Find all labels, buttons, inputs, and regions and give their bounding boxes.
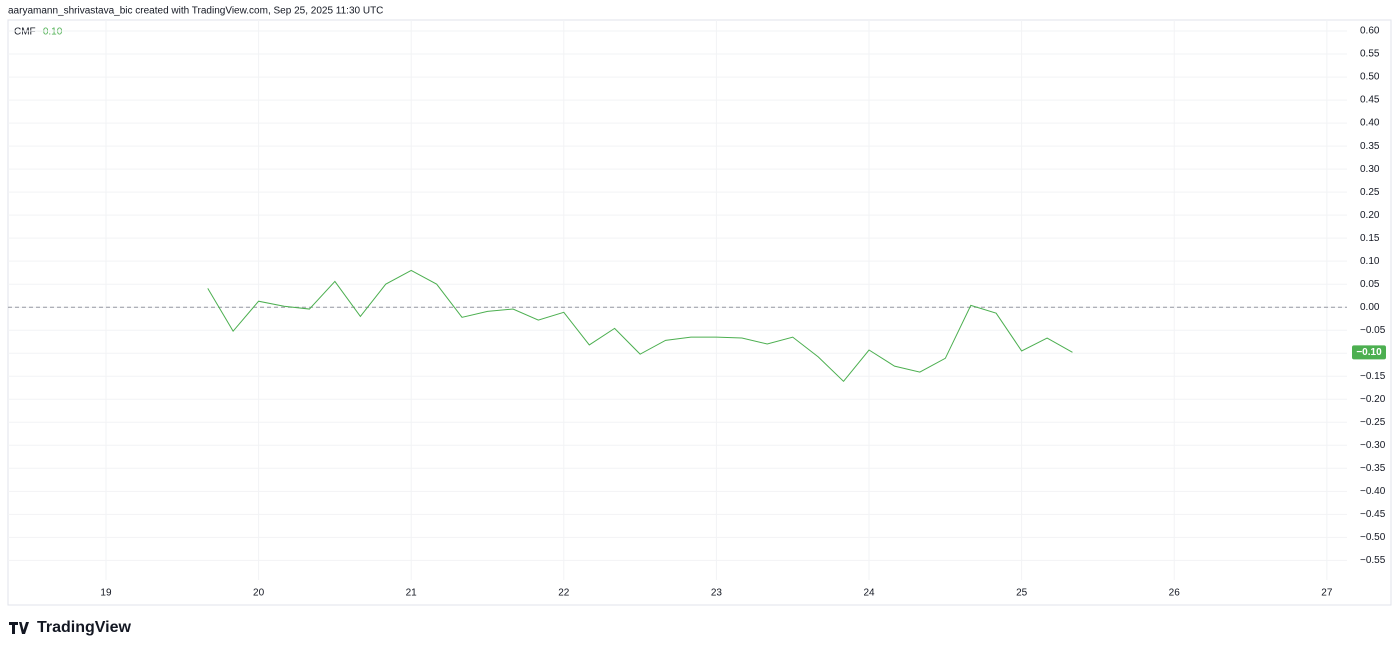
x-tick-label: 25 bbox=[1016, 588, 1028, 599]
x-tick-label: 19 bbox=[100, 588, 112, 599]
y-tick-label: 0.10 bbox=[1360, 256, 1380, 267]
logo: TradingView bbox=[9, 619, 132, 636]
y-tick-label: −0.35 bbox=[1360, 463, 1386, 474]
y-tick-label: 0.15 bbox=[1360, 233, 1380, 244]
y-tick-label: 0.05 bbox=[1360, 279, 1380, 290]
y-tick-label: 0.00 bbox=[1360, 302, 1380, 313]
y-tick-label: −0.20 bbox=[1360, 394, 1386, 405]
y-tick-label: −0.30 bbox=[1360, 440, 1386, 451]
price-tag-label: −0.10 bbox=[1356, 347, 1382, 358]
x-tick-label: 24 bbox=[863, 588, 875, 599]
y-tick-label: 0.40 bbox=[1360, 118, 1380, 129]
y-tick-label: −0.15 bbox=[1360, 371, 1386, 382]
legend-name: CMF bbox=[14, 27, 36, 38]
x-tick-label: 22 bbox=[558, 588, 570, 599]
x-tick-label: 20 bbox=[253, 588, 265, 599]
x-tick-label: 23 bbox=[711, 588, 723, 599]
y-tick-label: −0.45 bbox=[1360, 509, 1386, 520]
y-tick-label: 0.60 bbox=[1360, 26, 1380, 37]
y-tick-label: −0.25 bbox=[1360, 417, 1386, 428]
legend-value: −0.10 bbox=[37, 27, 63, 38]
y-tick-label: −0.40 bbox=[1360, 486, 1386, 497]
y-tick-label: 0.30 bbox=[1360, 164, 1380, 175]
y-tick-label: 0.50 bbox=[1360, 72, 1380, 83]
y-tick-label: 0.25 bbox=[1360, 187, 1380, 198]
x-tick-label: 21 bbox=[406, 588, 418, 599]
x-tick-label: 27 bbox=[1321, 588, 1333, 599]
attribution: aaryamann_shrivastava_bic created with T… bbox=[8, 6, 383, 17]
y-tick-label: −0.50 bbox=[1360, 532, 1386, 543]
y-tick-label: 0.35 bbox=[1360, 141, 1380, 152]
x-tick-label: 26 bbox=[1169, 588, 1181, 599]
pane-border bbox=[7, 19, 1392, 606]
y-tick-label: 0.55 bbox=[1360, 49, 1380, 60]
price-tag bbox=[1352, 345, 1386, 360]
brand: TradingView bbox=[37, 619, 132, 636]
y-tick-label: −0.05 bbox=[1360, 325, 1386, 336]
cmf-line bbox=[207, 269, 1073, 383]
y-tick-label: 0.20 bbox=[1360, 210, 1380, 221]
y-tick-label: −0.55 bbox=[1360, 555, 1386, 566]
y-tick-label: 0.45 bbox=[1360, 95, 1380, 106]
